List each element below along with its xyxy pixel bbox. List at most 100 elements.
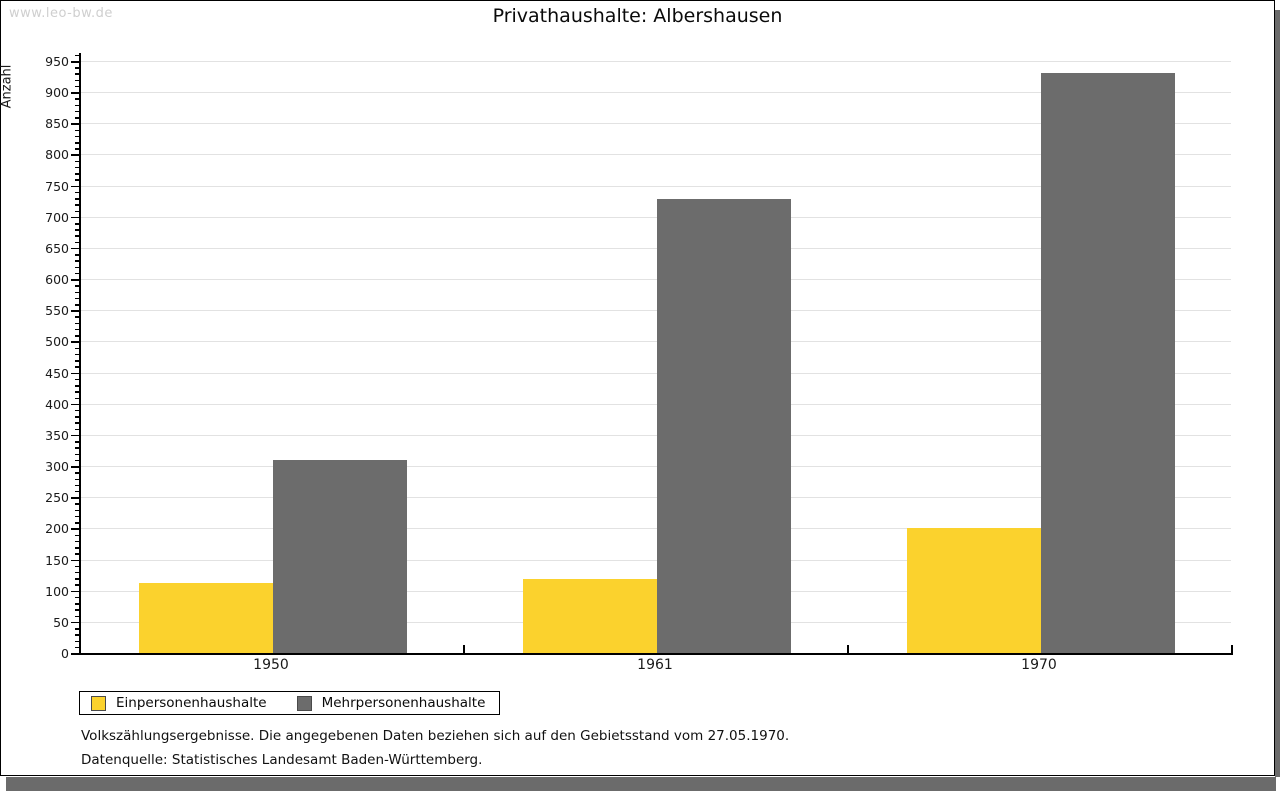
gridline: [80, 247, 1231, 249]
bar-1950-yellow: [139, 582, 273, 653]
legend-swatch-gray: [296, 695, 312, 711]
y-axis-minor-tick: [75, 422, 79, 424]
y-axis-major-tick: [71, 559, 79, 562]
y-axis-minor-tick: [75, 235, 79, 237]
y-axis-minor-tick: [75, 596, 79, 599]
footnote-census: Volkszählungsergebnisse. Die angegebenen…: [81, 728, 790, 744]
y-axis-minor-tick: [75, 129, 79, 132]
y-axis-minor-tick: [75, 565, 79, 568]
y-axis-minor-tick: [75, 229, 79, 231]
bar-1970-gray: [1041, 73, 1175, 653]
y-axis-major-tick: [71, 247, 79, 250]
gridline: [80, 497, 1231, 499]
y-tick-label: 150: [45, 552, 69, 568]
legend-label: Mehrpersonenhaushalte: [321, 695, 486, 711]
y-axis-minor-tick: [75, 503, 79, 505]
y-axis-minor-tick: [75, 453, 79, 456]
y-tick-label: 600: [45, 272, 69, 288]
y-axis-minor-tick: [75, 191, 79, 194]
y-axis-major-tick: [71, 497, 79, 499]
chart-panel: www.leo-bw.de Privathaushalte: Albershau…: [0, 0, 1275, 776]
y-axis-minor-tick: [75, 148, 79, 150]
y-tick-label: 300: [45, 459, 69, 475]
y-axis-major-tick: [71, 123, 79, 125]
y-axis-major-tick: [71, 279, 79, 281]
y-axis-minor-tick: [75, 79, 79, 82]
y-axis-minor-tick: [75, 223, 79, 225]
y-axis-major-tick: [71, 154, 79, 156]
y-axis-minor-tick: [75, 73, 79, 75]
y-axis-minor-tick: [75, 478, 79, 481]
gridline: [80, 372, 1231, 374]
y-axis-minor-tick: [75, 160, 79, 163]
x-tick-label: 1970: [1021, 657, 1057, 673]
legend-item-einpersonenhaushalte: Einpersonenhaushalte: [91, 695, 267, 711]
y-axis-minor-tick: [75, 459, 79, 462]
gridline: [80, 528, 1231, 530]
legend-label: Einpersonenhaushalte: [116, 695, 267, 711]
y-axis-minor-tick: [75, 509, 79, 512]
bar-1950-gray: [273, 460, 407, 653]
chart-title: Privathaushalte: Albershausen: [492, 5, 783, 27]
footnote-source: Datenquelle: Statistisches Landesamt Bad…: [81, 752, 483, 768]
y-axis-minor-tick: [75, 472, 79, 474]
y-tick-label: 550: [45, 303, 69, 319]
panel-shadow-right: [1275, 10, 1280, 777]
y-axis-minor-tick: [75, 584, 79, 586]
y-tick-label: 700: [45, 209, 69, 225]
y-axis-minor-tick: [75, 54, 79, 57]
gridline: [80, 466, 1231, 468]
y-tick-label: 450: [45, 365, 69, 381]
y-axis-minor-tick: [75, 285, 79, 287]
y-axis-minor-tick: [75, 254, 79, 256]
bar-1961-yellow: [523, 578, 657, 653]
gridline: [80, 341, 1231, 343]
x-tick-label: 1950: [253, 657, 289, 673]
y-axis-major-tick: [71, 528, 79, 530]
y-tick-label: 850: [45, 116, 69, 132]
y-axis-minor-tick: [75, 166, 79, 169]
x-axis-tick: [463, 645, 465, 653]
y-axis-major-tick: [71, 92, 79, 94]
y-axis-minor-tick: [75, 603, 79, 605]
y-axis-major-tick: [71, 185, 79, 188]
y-tick-label: 400: [45, 396, 69, 412]
y-axis-minor-tick: [75, 328, 79, 331]
y-axis-minor-tick: [75, 198, 79, 200]
y-tick-label: 800: [45, 147, 69, 163]
y-tick-label: 950: [45, 54, 69, 69]
y-axis-minor-tick: [75, 441, 79, 443]
y-tick-label: 900: [45, 85, 69, 101]
y-axis-minor-tick: [75, 142, 79, 144]
x-tick-label: 1961: [637, 657, 673, 673]
gridline: [80, 154, 1231, 156]
y-axis-minor-tick: [75, 366, 79, 368]
y-axis-minor-tick: [75, 297, 79, 300]
y-axis-minor-tick: [75, 291, 79, 294]
gridline: [80, 185, 1231, 187]
y-tick-label: 650: [45, 240, 69, 256]
bar-1970-yellow: [907, 528, 1041, 653]
y-axis-minor-tick: [75, 547, 79, 549]
y-axis-minor-tick: [75, 409, 79, 412]
y-axis-minor-tick: [75, 360, 79, 362]
y-axis-minor-tick: [75, 316, 79, 318]
gridline: [80, 123, 1231, 125]
y-axis-major-tick: [71, 434, 79, 437]
y-axis-minor-tick: [75, 490, 79, 493]
y-axis-minor-tick: [75, 272, 79, 275]
legend-item-mehrpersonenhaushalte: Mehrpersonenhaushalte: [296, 695, 486, 711]
y-axis-minor-tick: [75, 634, 79, 636]
gridline: [80, 92, 1231, 94]
y-axis-minor-tick: [75, 260, 79, 262]
y-axis-minor-tick: [75, 447, 79, 449]
y-axis-minor-tick: [75, 241, 79, 244]
y-axis-major-tick: [71, 372, 79, 375]
y-tick-label: 500: [45, 334, 69, 350]
y-axis-minor-tick: [75, 266, 79, 269]
y-axis-minor-tick: [75, 135, 79, 138]
y-tick-label: 100: [45, 583, 69, 599]
y-axis-minor-tick: [75, 522, 79, 524]
y-tick-label: 0: [61, 646, 69, 661]
gridline: [80, 403, 1231, 405]
